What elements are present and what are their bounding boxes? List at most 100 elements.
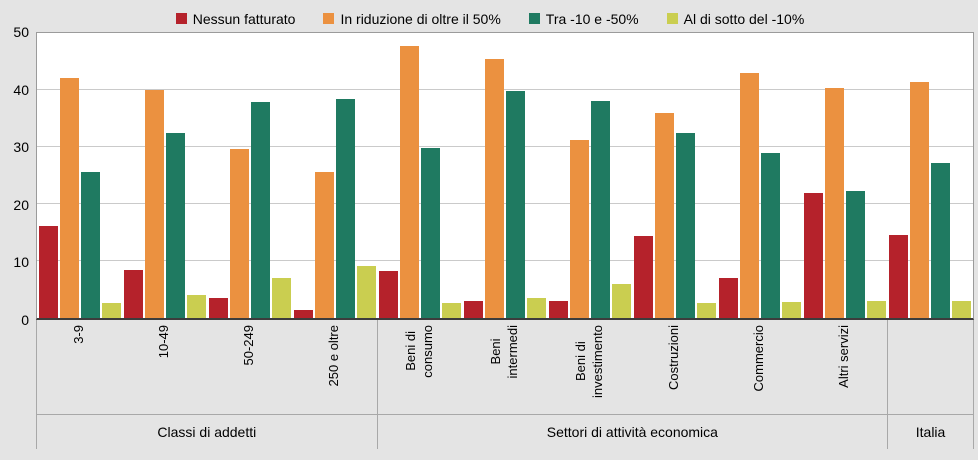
plot-area: [36, 32, 974, 320]
bar: [356, 265, 376, 318]
group-label-text: Italia: [915, 424, 946, 440]
category-cell: Altri servizi: [802, 320, 887, 414]
legend-label: Al di sotto del -10%: [683, 10, 805, 27]
category-cell: 250 e oltre: [292, 320, 377, 414]
bar: [38, 225, 58, 318]
legend-swatch-icon: [666, 13, 678, 24]
bar-group: [462, 33, 547, 318]
legend-swatch-icon: [175, 13, 187, 24]
bar: [441, 302, 461, 318]
bar: [399, 46, 419, 318]
bar: [846, 191, 866, 318]
category-labels: 3-9 10-49 50-249 250 e oltre Beni di consumo…: [36, 320, 974, 414]
category-group: [888, 320, 974, 414]
gridline: [37, 260, 973, 261]
plot-column: 3-9 10-49 50-249 250 e oltre Beni di consumo…: [36, 32, 974, 449]
bar: [612, 283, 632, 318]
bar: [804, 193, 824, 318]
legend-swatch-icon: [528, 13, 540, 24]
gridline: [37, 203, 973, 204]
y-tick-label: 30: [13, 139, 29, 156]
bar: [782, 302, 802, 318]
group-label: Italia: [888, 415, 974, 449]
y-tick-label: 50: [13, 24, 29, 40]
bar: [527, 298, 547, 318]
bar: [271, 278, 291, 318]
bar: [761, 153, 781, 318]
bar: [144, 90, 164, 318]
y-tick-label: 40: [13, 81, 29, 98]
group-label-text: Classi di addetti: [157, 424, 257, 440]
category-label: 3-9: [71, 325, 86, 344]
group-label: Settori di attività economica: [378, 415, 889, 449]
bar-group: [122, 33, 207, 318]
category-cell: [888, 320, 973, 414]
bar-group: [292, 33, 377, 318]
legend-item: Nessun fatturato: [175, 10, 296, 27]
bar: [314, 171, 334, 318]
y-tick-label: 0: [21, 312, 29, 328]
bar: [549, 301, 569, 318]
bar-group: [207, 33, 292, 318]
bar: [655, 113, 675, 318]
bar: [59, 78, 79, 318]
group-label-text: Settori di attività economica: [546, 424, 718, 440]
category-group: Beni di consumo Beni intermedi Beni di inv…: [378, 320, 889, 414]
category-cell: Beni intermedi: [463, 320, 548, 414]
category-label: 10-49: [155, 325, 171, 359]
bar: [740, 73, 760, 318]
bar-group: [548, 33, 633, 318]
bar: [676, 132, 696, 318]
bar: [570, 139, 590, 318]
bar: [485, 58, 505, 318]
bar: [952, 300, 972, 318]
y-axis: 0 10 20 30 40 50: [6, 25, 36, 327]
category-label: Costruzioni: [666, 325, 682, 391]
category-label: Commercio: [751, 325, 767, 392]
bar: [186, 295, 206, 318]
bar: [229, 149, 249, 318]
bar: [101, 302, 121, 318]
category-cell: Beni di consumo: [378, 320, 463, 414]
group-labels: Classi di addetti Settori di attività eco…: [36, 414, 974, 449]
gridline: [37, 146, 973, 147]
category-cell: Costruzioni: [632, 320, 717, 414]
category-label: Beni di investimento: [573, 325, 605, 398]
legend-label: In riduzione di oltre il 50%: [340, 10, 501, 27]
bar: [250, 101, 270, 318]
category-cell: 10-49: [122, 320, 207, 414]
category-label: Beni di consumo: [403, 325, 436, 378]
category-label: 50-249: [240, 325, 256, 366]
category-group: 3-9 10-49 50-249 250 e oltre: [36, 320, 378, 414]
chart-body: 0 10 20 30 40 50 3-9 10-49 50-249 250 e oltre Ben…: [6, 25, 974, 449]
legend-label: Nessun fatturato: [192, 10, 296, 27]
legend-item: In riduzione di oltre il 50%: [323, 10, 501, 27]
bar: [464, 300, 484, 318]
category-cell: 50-249: [207, 320, 292, 414]
legend-item: Tra -10 e -50%: [528, 10, 639, 27]
bar: [867, 300, 887, 318]
bar: [80, 172, 100, 318]
bars-layer: [37, 33, 973, 318]
legend-label: Tra -10 e -50%: [545, 10, 639, 27]
bar: [889, 234, 909, 318]
category-label: Beni intermedi: [488, 325, 520, 379]
group-label: Classi di addetti: [36, 415, 378, 449]
legend-swatch-icon: [323, 13, 335, 24]
bar-group: [37, 33, 122, 318]
legend-item: Al di sotto del -10%: [666, 10, 805, 27]
bar: [697, 302, 717, 318]
category-cell: Commercio: [717, 320, 802, 414]
bar-group: [888, 33, 973, 318]
bar-group: [377, 33, 462, 318]
bar: [165, 132, 185, 318]
bar: [910, 82, 930, 318]
gridline: [37, 89, 973, 90]
y-tick-label: 10: [13, 254, 29, 271]
category-label: 250 e oltre: [325, 325, 341, 387]
category-cell: 3-9: [37, 320, 122, 414]
legend: Nessun fatturato In riduzione di oltre il…: [6, 5, 974, 32]
bar-group: [633, 33, 718, 318]
bar: [208, 298, 228, 318]
